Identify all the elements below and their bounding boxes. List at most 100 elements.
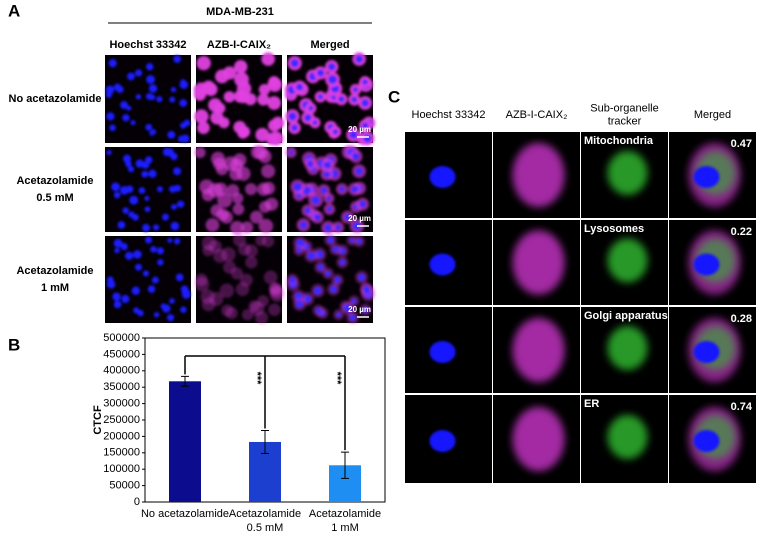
column-header: tracker — [608, 115, 642, 127]
y-tick-label: 150000 — [103, 447, 140, 459]
cell-stain — [244, 183, 257, 196]
nucleus — [290, 59, 299, 68]
nucleus — [145, 236, 153, 244]
nucleus — [291, 124, 298, 132]
nucleus — [167, 237, 173, 244]
cell-stain — [201, 80, 216, 94]
nucleus — [129, 195, 139, 205]
nucleus — [180, 79, 186, 85]
x-tick-label: 1 mM — [331, 522, 359, 534]
nucleus — [180, 122, 187, 129]
cells — [106, 236, 191, 322]
nucleus — [112, 292, 121, 301]
nucleus — [327, 236, 335, 244]
nucleus — [317, 263, 325, 271]
nucleus — [315, 307, 322, 314]
panel-title: MDA-MB-231 — [206, 6, 274, 18]
nucleus — [311, 195, 321, 205]
nucleus — [355, 238, 363, 245]
x-tick-label: Acetazolamide — [229, 508, 301, 520]
nucleus — [169, 185, 177, 193]
column-header: Hoechst 33342 — [412, 109, 486, 121]
nucleus — [288, 150, 294, 156]
column-header: Sub-organelle — [590, 102, 659, 114]
nucleus — [328, 63, 336, 71]
cell-stain — [219, 283, 235, 298]
nucleus — [156, 247, 164, 255]
nucleus — [693, 341, 720, 363]
column-header: Merged — [694, 109, 731, 121]
nucleus — [151, 276, 159, 284]
nucleus — [338, 96, 345, 103]
nucleus — [131, 286, 141, 295]
nucleus — [149, 94, 156, 101]
nucleus — [326, 195, 332, 201]
nucleus — [333, 276, 341, 284]
nucleus — [349, 314, 357, 322]
column-header: AZB-I-CAIX₂ — [506, 109, 568, 121]
nucleus — [180, 306, 187, 313]
nucleus — [295, 300, 304, 309]
nucleus — [175, 273, 184, 282]
cell-stain — [213, 248, 228, 263]
nucleus — [293, 182, 303, 192]
cell-stain — [268, 303, 281, 316]
nucleus — [156, 96, 163, 103]
nucleus — [148, 169, 157, 178]
cells — [194, 233, 285, 325]
nucleus — [173, 55, 182, 63]
nucleus — [150, 129, 157, 135]
cell-stain — [255, 127, 270, 142]
nucleus — [339, 259, 346, 266]
nucleus — [141, 161, 150, 169]
cell-stain — [512, 230, 565, 295]
y-tick-label: 400000 — [103, 365, 140, 377]
nucleus — [127, 166, 135, 173]
nucleus — [167, 314, 175, 322]
cell-stain — [234, 72, 249, 87]
y-tick-label: 350000 — [103, 381, 140, 393]
cell-stain — [261, 164, 276, 179]
nucleus — [144, 195, 150, 201]
cell-stain — [268, 119, 281, 132]
organelle-stain — [607, 415, 648, 459]
cell-stain — [265, 197, 279, 211]
nucleus — [147, 285, 156, 293]
nucleus — [317, 94, 324, 100]
nucleus — [323, 170, 331, 178]
row-label: No acetazolamide — [9, 93, 102, 105]
column-header: Hoechst 33342 — [109, 39, 186, 51]
nucleus — [142, 270, 150, 277]
nucleus — [146, 63, 154, 71]
nucleus — [113, 83, 122, 91]
colocalization-coefficient: 0.47 — [731, 138, 752, 150]
nucleus — [359, 200, 367, 208]
nucleus — [126, 105, 132, 111]
scale-bar-label: 20 µm — [348, 214, 371, 223]
column-header: Merged — [310, 39, 349, 51]
nucleus — [328, 75, 337, 84]
nucleus — [177, 200, 185, 208]
nucleus — [324, 223, 333, 232]
nucleus — [122, 207, 129, 214]
nucleus — [326, 206, 333, 213]
y-tick-label: 0 — [134, 496, 140, 508]
nucleus — [355, 55, 364, 63]
nucleus — [114, 247, 120, 254]
nucleus — [352, 221, 362, 231]
nucleus — [312, 120, 318, 126]
cell-stain — [268, 76, 280, 88]
row-label: 1 mM — [41, 282, 69, 294]
nucleus — [135, 159, 144, 168]
organelle-stain — [607, 238, 648, 283]
nucleus — [109, 124, 116, 132]
nucleus — [362, 306, 369, 313]
nucleus — [150, 245, 157, 253]
cell-stain — [218, 117, 230, 129]
nucleus — [113, 238, 123, 248]
nucleus — [179, 99, 188, 107]
cell-stain — [249, 210, 263, 224]
cell-stain — [250, 301, 265, 316]
row-label: Acetazolamide — [16, 265, 93, 277]
